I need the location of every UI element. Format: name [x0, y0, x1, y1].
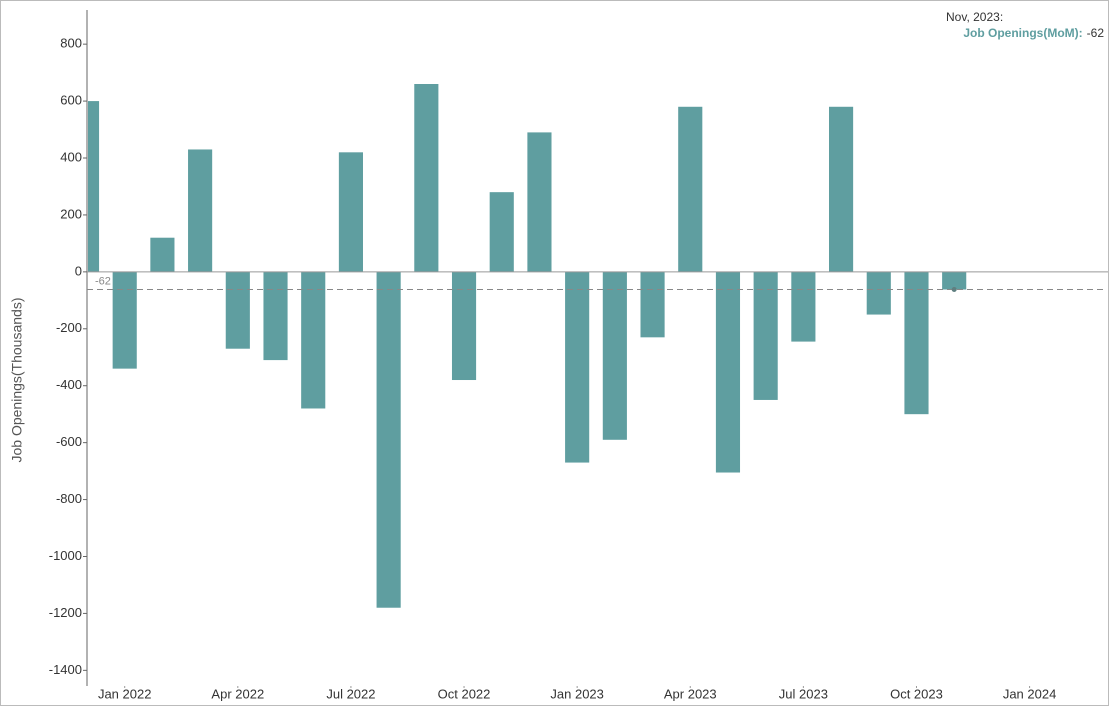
x-tick-label: Oct 2023: [890, 686, 943, 701]
x-tick-label: Jul 2022: [326, 686, 375, 701]
bar: [225, 271, 250, 349]
tooltip-line: Job Openings(MoM): -62: [963, 26, 1104, 40]
y-tick-label: 200: [60, 206, 82, 221]
bar: [829, 106, 854, 272]
bar: [112, 271, 137, 369]
y-tick-label: -800: [56, 491, 82, 506]
tooltip-label: Job Openings(MoM):: [963, 26, 1082, 40]
x-tick-label: Jan 2022: [98, 686, 152, 701]
y-tick-label: 800: [60, 36, 82, 51]
bar: [904, 271, 929, 415]
bar: [414, 84, 439, 272]
x-tick-label: Apr 2023: [664, 686, 717, 701]
x-tick-label: Jan 2024: [1003, 686, 1057, 701]
y-tick-label: -400: [56, 377, 82, 392]
y-tick-label: -600: [56, 434, 82, 449]
bar: [188, 149, 213, 272]
bar: [866, 271, 891, 315]
x-tick-label: Jan 2023: [550, 686, 604, 701]
x-tick-label: Jul 2023: [779, 686, 828, 701]
plot-area: [88, 84, 967, 608]
y-tick-label: -1000: [49, 548, 82, 563]
y-tick-label: -1200: [49, 605, 82, 620]
bar: [150, 237, 175, 272]
bar: [602, 271, 627, 440]
tooltip-value: -62: [1087, 26, 1105, 40]
bar: [338, 152, 363, 272]
bar: [715, 271, 741, 473]
bar: [489, 192, 514, 272]
bar: [942, 271, 967, 290]
bar: [263, 271, 288, 361]
reference-label: -62: [95, 275, 111, 287]
y-tick-label: 0: [75, 263, 82, 278]
x-tick-label: Oct 2022: [438, 686, 491, 701]
bar: [451, 271, 477, 381]
bar: [791, 271, 816, 342]
hover-marker: [951, 287, 957, 293]
y-axis-label: Job Openings(Thousands): [9, 298, 25, 463]
bar: [565, 271, 590, 463]
x-tick-label: Apr 2022: [211, 686, 264, 701]
y-tick-label: -200: [56, 320, 82, 335]
y-tick-label: 400: [60, 149, 82, 164]
y-tick-label: 600: [60, 93, 82, 108]
bar: [88, 101, 100, 272]
bar: [678, 106, 703, 272]
bar: [376, 271, 401, 608]
bar: [753, 271, 778, 400]
bar: [640, 271, 665, 338]
bar: [527, 132, 552, 272]
tooltip-date: Nov, 2023:: [946, 10, 1003, 24]
y-tick-label: -1400: [49, 662, 82, 677]
bar: [301, 271, 326, 409]
